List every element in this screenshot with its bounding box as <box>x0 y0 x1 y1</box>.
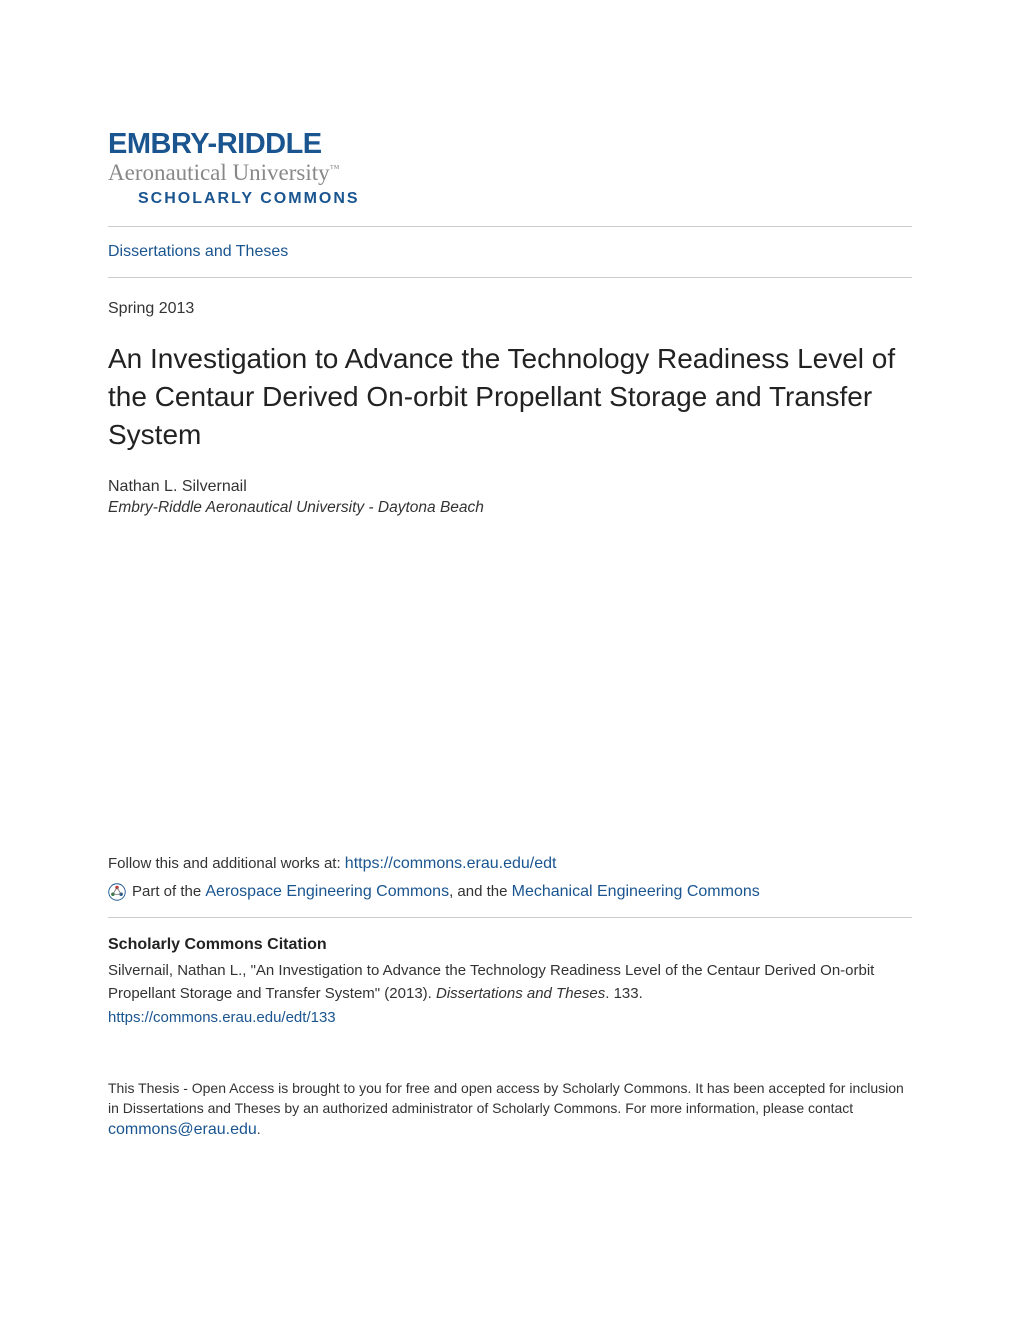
part-of-text: Part of the Aerospace Engineering Common… <box>132 883 760 901</box>
discipline-link-1[interactable]: Aerospace Engineering Commons <box>205 883 449 900</box>
follow-prefix: Follow this and additional works at: <box>108 855 345 872</box>
logo-line2: Aeronautical University™ <box>108 160 912 185</box>
document-title: An Investigation to Advance the Technolo… <box>108 340 912 453</box>
citation-text: Silvernail, Nathan L., "An Investigation… <box>108 960 912 1030</box>
logo-line1: EMBRY-RIDDLE <box>108 130 912 159</box>
follow-works-line: Follow this and additional works at: htt… <box>108 855 912 873</box>
discipline-link-2[interactable]: Mechanical Engineering Commons <box>512 883 760 900</box>
breadcrumb: Dissertations and Theses <box>108 227 912 277</box>
institution-logo: EMBRY-RIDDLE Aeronautical University™ SC… <box>108 130 912 208</box>
author-affiliation: Embry-Riddle Aeronautical University - D… <box>108 499 912 517</box>
logo-commons: SCHOLARLY COMMONS <box>138 190 912 208</box>
breadcrumb-link[interactable]: Dissertations and Theses <box>108 243 288 260</box>
network-icon <box>108 883 126 901</box>
publication-date: Spring 2013 <box>108 300 912 318</box>
divider <box>108 917 912 918</box>
access-statement: This Thesis - Open Access is brought to … <box>108 1078 912 1142</box>
divider <box>108 277 912 278</box>
citation-heading: Scholarly Commons Citation <box>108 936 912 954</box>
contact-email-link[interactable]: commons@erau.edu <box>108 1121 257 1138</box>
author-name: Nathan L. Silvernail <box>108 478 912 496</box>
follow-url-link[interactable]: https://commons.erau.edu/edt <box>345 855 557 872</box>
citation-url-link[interactable]: https://commons.erau.edu/edt/133 <box>108 1007 912 1030</box>
part-of-line: Part of the Aerospace Engineering Common… <box>108 883 912 901</box>
